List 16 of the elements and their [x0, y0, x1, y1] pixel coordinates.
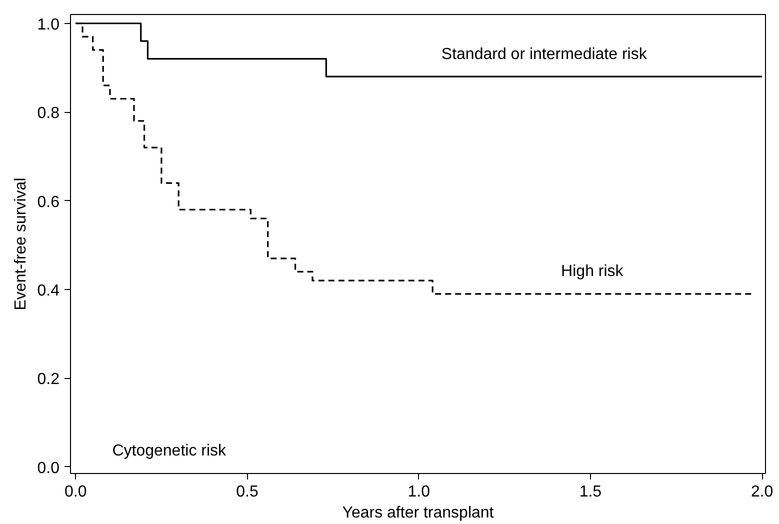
- series-label: Standard or intermediate risk: [441, 46, 648, 63]
- y-tick-label: 0.4: [37, 282, 60, 300]
- x-tick-label: 0.5: [236, 484, 258, 500]
- x-tick-label: 2.0: [750, 484, 774, 500]
- y-axis-title: Event-free survival: [12, 178, 30, 310]
- y-tick-label: 0.0: [37, 460, 60, 477]
- y-tick-label: 0.8: [37, 105, 60, 122]
- y-tick-label: 0.6: [37, 194, 60, 211]
- x-axis-title: Years after transplant: [342, 504, 494, 522]
- x-tick-label: 0.0: [64, 484, 87, 500]
- annotation: Cytogenetic risk: [112, 442, 228, 460]
- series-label: High risk: [561, 263, 624, 280]
- x-tick-label: 1.5: [579, 484, 602, 500]
- y-tick-label: 1.0: [37, 16, 60, 34]
- y-tick-label: 0.2: [37, 371, 60, 388]
- x-tick-label: 1.0: [408, 484, 430, 500]
